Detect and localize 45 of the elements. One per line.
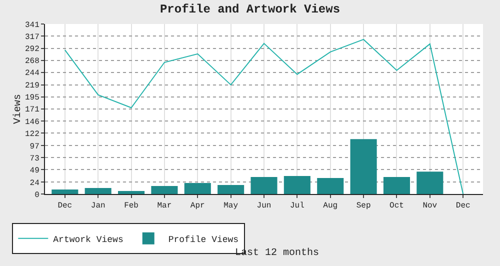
x-tick-label: Sep: [356, 202, 371, 211]
x-tick-label: Jul: [290, 202, 305, 211]
bar: [284, 176, 310, 194]
y-tick-label: 0: [34, 190, 40, 200]
y-tick-label: 122: [24, 130, 40, 139]
y-tick-label: 24: [30, 178, 40, 188]
y-tick-label: 73: [30, 154, 40, 164]
bar: [350, 139, 377, 194]
bar: [84, 188, 112, 194]
x-tick-label: Mar: [157, 202, 172, 211]
x-tick-label: Jan: [90, 202, 106, 211]
y-tick-label: 49: [30, 166, 40, 176]
x-tick-label: Dec: [58, 202, 72, 211]
line-series: [64, 38, 464, 194]
bar: [118, 191, 145, 194]
x-tick-label: Aug: [323, 202, 338, 211]
y-tick-label: 97: [30, 142, 40, 152]
y-tick-label: 219: [24, 82, 40, 91]
x-tick-label: Dec: [456, 202, 470, 211]
chart-title: Profile and Artwork Views: [160, 2, 340, 16]
x-tick-label: Oct: [390, 202, 404, 211]
bar: [250, 177, 278, 194]
y-tick-label: 146: [24, 118, 40, 128]
bar: [416, 172, 444, 194]
y-tick-label: 292: [24, 45, 40, 54]
y-axis-title: Views: [12, 94, 24, 124]
legend-label: Artwork Views: [53, 234, 124, 245]
bar: [383, 177, 410, 194]
x-tick-label: Apr: [190, 202, 206, 211]
bar: [151, 186, 178, 194]
bar: [317, 178, 344, 194]
bar: [52, 190, 78, 194]
x-tick-label: Jun: [256, 202, 272, 211]
y-tick-label: 171: [24, 106, 40, 115]
x-tick-label: May: [224, 202, 238, 211]
legend-label: Profile Views: [168, 234, 239, 245]
y-tick-label: 268: [24, 57, 40, 66]
x-tick-label: Nov: [422, 202, 438, 211]
bar: [218, 185, 244, 194]
bar: [184, 183, 211, 194]
y-tick-label: 195: [24, 94, 40, 103]
y-tick-label: 341: [24, 20, 40, 30]
y-tick-label: 244: [24, 69, 40, 78]
y-tick-label: 317: [24, 32, 40, 42]
x-tick-label: Feb: [124, 202, 139, 211]
